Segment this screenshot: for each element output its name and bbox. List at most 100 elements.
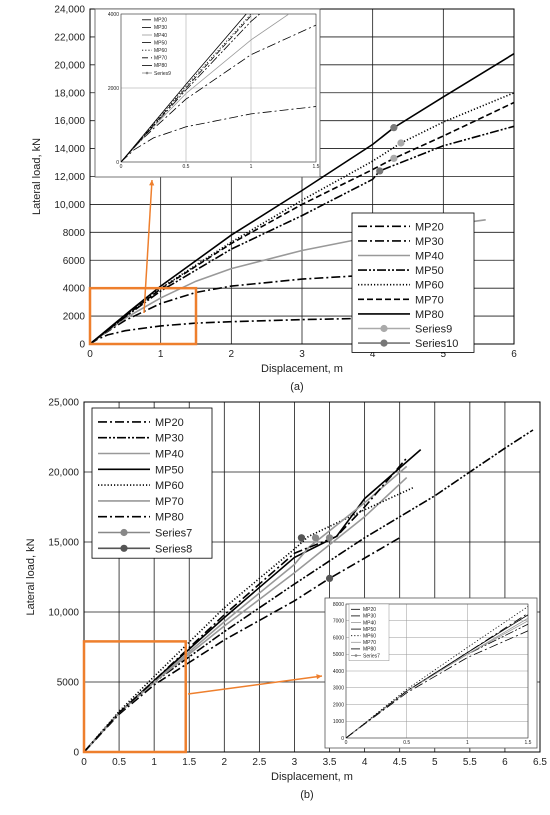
x-tick-label: 1.5 — [182, 757, 196, 768]
inset-plot-frame — [120, 13, 317, 163]
inset-legend-label: MP60 — [154, 48, 167, 54]
inset-x-tick-label: 1 — [466, 740, 469, 746]
inset-legend-label: MP20 — [363, 607, 376, 613]
chart-b: 0 0.5 1 1.5 2 2.5 3 3.5 4 4.5 5 5.5 6 6.5 0 5000 10,000 1… — [25, 398, 547, 802]
figure-caption: (b) — [300, 789, 313, 801]
series-line-mp70 — [89, 101, 515, 345]
inset-chart: 0 0.5 1 1.5 0 1000 2000 3000 4000 5000 6000 7000 800… — [324, 597, 538, 749]
y-tick-label: 10,000 — [54, 200, 85, 211]
legend-marker — [380, 324, 388, 333]
figure-caption: (a) — [290, 381, 303, 393]
series-line-mp30 — [89, 272, 409, 345]
inset-y-tick-label: 2000 — [108, 86, 119, 92]
legend-label: MP30 — [415, 236, 444, 248]
x-tick-label: 5 — [441, 349, 447, 360]
y-tick-label: 20,000 — [48, 468, 79, 479]
legend-label: Series8 — [155, 543, 192, 555]
inset-y-tick-label: 3000 — [333, 686, 344, 692]
x-tick-label: 5.5 — [463, 757, 477, 768]
y-tick-label: 6000 — [63, 256, 86, 267]
y-tick-label: 25,000 — [48, 398, 79, 409]
x-tick-label: 2 — [222, 757, 228, 768]
inset-series-line-mp20 — [121, 106, 316, 162]
inset-y-tick-label: 4000 — [333, 669, 344, 675]
legend-label: MP80 — [415, 309, 444, 321]
inset-legend-marker — [145, 71, 149, 75]
legend-label: Series10 — [415, 338, 458, 350]
marker-series8 — [297, 534, 306, 542]
x-tick-label: 0 — [81, 757, 87, 768]
inset-x-tick-label: 0 — [120, 164, 123, 170]
inset-y-tick-label: 0 — [116, 160, 119, 166]
inset-series-line-mp60 — [121, 14, 252, 162]
series-line-mp60 — [89, 92, 515, 345]
y-tick-label: 20,000 — [54, 60, 85, 71]
legend-label: MP70 — [155, 496, 184, 508]
x-tick-label: 0 — [87, 349, 93, 360]
x-tick-label: 6 — [511, 349, 517, 360]
y-tick-label: 2000 — [63, 312, 86, 323]
y-tick-label: 0 — [79, 340, 85, 351]
zoom-arrow — [187, 675, 323, 695]
series-line-mp70 — [83, 465, 408, 753]
x-tick-label: 3 — [292, 757, 298, 768]
legend-label: MP80 — [155, 512, 184, 524]
inset-series-group — [346, 606, 528, 738]
x-tick-label: 3.5 — [323, 757, 337, 768]
y-axis-label: Lateral load, kN — [25, 538, 37, 615]
x-tick-label: 3 — [299, 349, 305, 360]
zoom-region-box — [88, 286, 198, 346]
legend-label: MP70 — [415, 294, 444, 306]
x-tick-label: 6.5 — [533, 757, 547, 768]
series-line-mp50 — [89, 125, 515, 345]
inset-x-tick-label: 1.5 — [525, 740, 532, 746]
marker-series10 — [376, 167, 384, 175]
inset-series-line-mp80 — [121, 14, 247, 162]
y-tick-label: 16,000 — [54, 116, 85, 127]
legend: MP20 MP30 MP40 MP50 MP60 MP70 MP80 Series7 Serie… — [91, 407, 213, 559]
legend-label: MP30 — [155, 433, 184, 445]
inset-y-tick-label: 0 — [341, 736, 344, 742]
inset-x-tick-label: 0 — [345, 740, 348, 746]
inset-legend-label: MP40 — [154, 33, 167, 39]
marker-series10 — [390, 124, 398, 132]
inset-series-line-mp70 — [121, 14, 254, 162]
x-axis-label: Displacement, m — [261, 363, 343, 375]
legend-marker — [380, 339, 388, 347]
x-tick-label: 1 — [151, 757, 157, 768]
inset-legend-label: MP30 — [363, 614, 376, 620]
legend-label: MP40 — [155, 449, 184, 461]
legend-marker — [120, 544, 128, 552]
inset-legend-label: Series7 — [363, 653, 380, 659]
inset-x-tick-label: 1 — [250, 164, 253, 170]
inset-legend-label: MP70 — [363, 640, 376, 646]
inset-legend-label: MP60 — [363, 634, 376, 640]
inset-y-tick-label: 4000 — [108, 12, 119, 18]
inset-legend-box — [348, 603, 390, 661]
inset-y-tick-label: 7000 — [333, 619, 344, 625]
y-tick-label: 24,000 — [54, 5, 85, 16]
marker-series9 — [390, 154, 398, 162]
x-tick-label: 4.5 — [393, 757, 407, 768]
x-tick-label: 5 — [432, 757, 438, 768]
x-tick-label: 0.5 — [112, 757, 126, 768]
x-tick-label: 6 — [502, 757, 508, 768]
marker-series9 — [397, 139, 405, 147]
chart-a: 0 1 2 3 4 5 6 0 2000 4000 6000 8000 10,000 12,000 14,0… — [31, 5, 517, 394]
zoom-arrow — [143, 179, 153, 314]
series-line-mp60 — [83, 486, 415, 753]
legend-label: MP40 — [415, 251, 444, 263]
inset-x-tick-label: 0.5 — [183, 164, 190, 170]
series-line-mp80 — [83, 457, 408, 753]
y-tick-label: 8000 — [63, 228, 86, 239]
inset-x-tick-label: 1.5 — [313, 164, 320, 170]
y-tick-label: 18,000 — [54, 88, 85, 99]
legend-label: MP60 — [155, 480, 184, 492]
series-line-mp20 — [89, 317, 387, 345]
legend-box — [351, 212, 475, 353]
legend-label: MP50 — [155, 464, 184, 476]
